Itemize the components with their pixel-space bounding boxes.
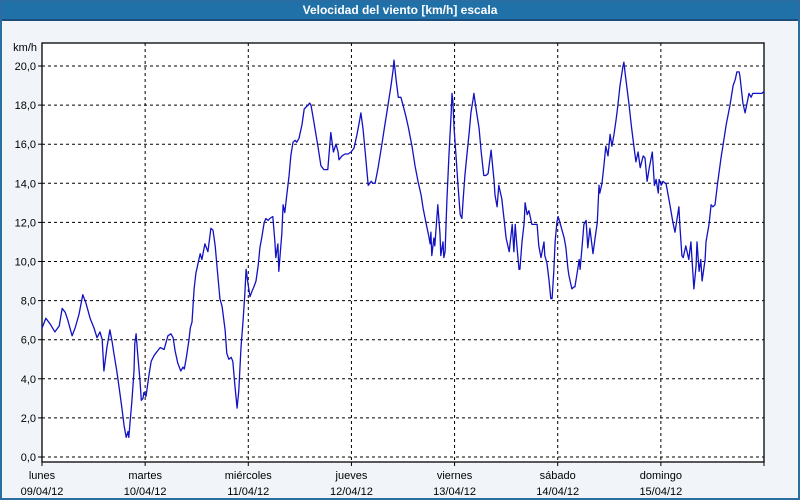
plot-area [42, 43, 764, 462]
x-axis-labels: lunes 09/04/12 martes 10/04/12 miércoles 11/0… [21, 470, 683, 498]
day-name-label: jueves [335, 470, 368, 482]
y-tick-label: 2,0 [21, 413, 36, 425]
day-date-label: 12/04/12 [330, 486, 373, 498]
day-date-label: 15/04/12 [639, 486, 682, 498]
day-date-label: 09/04/12 [21, 486, 64, 498]
day-name-label: martes [128, 470, 162, 482]
y-tick-label: 12,0 [15, 217, 36, 229]
plot-frame [41, 42, 765, 463]
axis-ticks [38, 65, 765, 466]
day-name-label: sábado [540, 470, 576, 482]
y-tick-label: 0,0 [21, 452, 36, 464]
title-bar: Velocidad del viento [km/h] escala [2, 2, 798, 21]
y-axis-labels: 0,0 2,0 4,0 6,0 8,0 10,0 12,0 14,0 16,0 18,0 20,0 [15, 61, 36, 464]
y-tick-label: 10,0 [15, 257, 36, 269]
chart-title: Velocidad del viento [km/h] escala [302, 3, 498, 17]
day-date-label: 10/04/12 [124, 486, 167, 498]
y-tick-label: 20,0 [15, 61, 36, 73]
y-tick-label: 18,0 [15, 100, 36, 112]
day-name-label: lunes [29, 470, 56, 482]
y-tick-label: 14,0 [15, 178, 36, 190]
day-name-label: miércoles [225, 470, 273, 482]
day-date-label: 11/04/12 [227, 486, 269, 498]
day-name-label: domingo [640, 470, 682, 482]
y-tick-label: 6,0 [21, 335, 36, 347]
y-axis-unit-label: km/h [13, 42, 37, 54]
day-name-label: viernes [437, 470, 473, 482]
y-tick-label: 16,0 [15, 139, 36, 151]
day-date-label: 13/04/12 [433, 486, 476, 498]
wind-speed-line [41, 59, 765, 439]
y-tick-label: 4,0 [21, 374, 36, 386]
gridlines [42, 43, 764, 462]
y-tick-label: 8,0 [21, 296, 36, 308]
day-date-label: 14/04/12 [536, 486, 579, 498]
